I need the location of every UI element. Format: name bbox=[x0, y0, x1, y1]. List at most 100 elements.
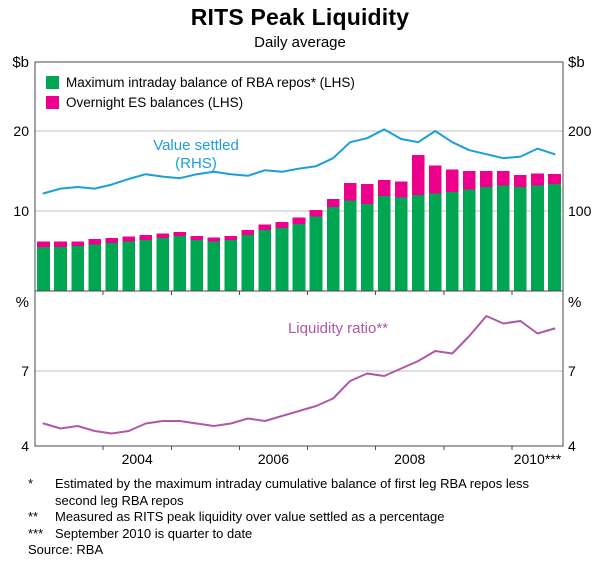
bar-es-balances bbox=[122, 236, 135, 242]
bar-repos bbox=[411, 195, 425, 291]
chart-subtitle: Daily average bbox=[254, 34, 346, 51]
bar-es-balances bbox=[156, 233, 170, 239]
top-right-axis-unit: $b bbox=[568, 54, 585, 71]
bar-repos bbox=[54, 247, 67, 291]
bottom-left-axis-unit: % bbox=[15, 294, 29, 311]
y-axis-tick-right: 4 bbox=[568, 438, 576, 454]
bar-es-balances bbox=[309, 210, 323, 217]
bar-repos bbox=[71, 246, 84, 291]
bar-repos bbox=[343, 200, 357, 291]
bar-es-balances bbox=[292, 217, 306, 224]
bar-repos bbox=[309, 216, 323, 291]
footnotes: * Estimated by the maximum intraday cumu… bbox=[28, 476, 536, 559]
y-axis-tick-right: 100 bbox=[568, 203, 592, 219]
footnote-3: *** September 2010 is quarter to date bbox=[28, 526, 536, 543]
repos-swatch bbox=[46, 75, 59, 89]
bar-repos bbox=[514, 187, 527, 291]
bar-es-balances bbox=[54, 241, 67, 247]
bar-es-balances bbox=[37, 241, 50, 247]
bar-es-balances bbox=[548, 174, 561, 184]
liquidity-ratio-annotation: Liquidity ratio** bbox=[287, 320, 389, 337]
bar-es-balances bbox=[71, 241, 84, 247]
bar-repos bbox=[480, 187, 493, 291]
bar-es-balances bbox=[139, 235, 153, 240]
x-axis-tick: 2006 bbox=[257, 451, 290, 467]
bar-repos bbox=[445, 191, 459, 291]
bar-repos bbox=[224, 239, 238, 291]
source-label: Source: RBA bbox=[28, 542, 104, 557]
bottom-right-axis-unit: % bbox=[568, 294, 582, 311]
bar-es-balances bbox=[360, 183, 374, 204]
y-axis-tick-right: 7 bbox=[568, 363, 576, 379]
bar-repos bbox=[190, 239, 204, 291]
bar-es-balances bbox=[258, 224, 272, 231]
bar-es-balances bbox=[105, 238, 118, 243]
value-settled-line bbox=[42, 128, 556, 195]
bar-es-balances bbox=[411, 155, 425, 195]
bar-es-balances bbox=[326, 199, 340, 207]
bar-repos bbox=[463, 189, 476, 291]
footnote-1-marker: * bbox=[28, 476, 34, 491]
x-axis-tick: 2008 bbox=[394, 451, 426, 467]
bar-repos bbox=[531, 185, 544, 291]
bar-repos bbox=[156, 238, 170, 291]
y-axis-tick-left: 4 bbox=[21, 438, 29, 454]
bar-repos bbox=[275, 227, 289, 291]
y-axis-tick-left: 20 bbox=[13, 123, 29, 139]
bar-repos bbox=[241, 235, 255, 291]
bar-repos bbox=[548, 183, 561, 291]
bar-repos bbox=[207, 241, 221, 291]
y-axis-tick-left: 10 bbox=[13, 203, 29, 219]
bar-repos bbox=[292, 223, 306, 291]
bar-es-balances bbox=[377, 179, 391, 196]
top-left-axis-unit: $b bbox=[12, 54, 29, 71]
footnote-1: * Estimated by the maximum intraday cumu… bbox=[28, 476, 536, 509]
value-settled-annotation: Value settled (RHS) bbox=[153, 137, 239, 172]
bar-es-balances bbox=[428, 165, 442, 194]
bar-es-balances bbox=[531, 173, 544, 186]
footnote-3-marker: *** bbox=[28, 525, 44, 541]
bar-repos bbox=[139, 239, 153, 291]
bar-es-balances bbox=[224, 235, 238, 240]
bar-es-balances bbox=[241, 230, 255, 235]
chart-frame bbox=[34, 61, 564, 447]
chart-title: RITS Peak Liquidity bbox=[190, 4, 410, 30]
bar-repos bbox=[377, 195, 391, 291]
bar-repos bbox=[497, 185, 510, 291]
footnote-2-marker: ** bbox=[28, 509, 39, 524]
bar-repos bbox=[37, 247, 50, 291]
bar-es-balances bbox=[480, 171, 493, 187]
bar-es-balances bbox=[207, 237, 221, 242]
bar-repos bbox=[105, 243, 118, 291]
liquidity-ratio-line bbox=[42, 315, 556, 435]
bar-repos bbox=[428, 193, 442, 291]
bar-repos bbox=[394, 197, 408, 291]
y-axis-tick-right: 200 bbox=[568, 123, 592, 139]
bar-repos bbox=[258, 230, 272, 291]
legend-item-repos: Maximum intraday balance of RBA repos* (… bbox=[46, 72, 355, 92]
legend-label-es-balances: Overnight ES balances (LHS) bbox=[66, 94, 244, 110]
bar-repos bbox=[88, 244, 101, 291]
y-axis-tick-left: 7 bbox=[21, 363, 29, 379]
legend: Maximum intraday balance of RBA repos* (… bbox=[46, 72, 355, 112]
bar-es-balances bbox=[88, 239, 101, 245]
footnote-2-text: Measured as RITS peak liquidity over val… bbox=[55, 509, 445, 524]
bar-es-balances bbox=[343, 183, 357, 201]
bar-es-balances bbox=[445, 169, 459, 192]
bar-es-balances bbox=[394, 181, 408, 198]
x-axis-tick: 2010*** bbox=[513, 451, 562, 467]
legend-label-repos: Maximum intraday balance of RBA repos* (… bbox=[66, 74, 355, 90]
legend-item-es-balances: Overnight ES balances (LHS) bbox=[46, 92, 355, 112]
bar-es-balances bbox=[463, 171, 476, 190]
bar-es-balances bbox=[275, 222, 289, 228]
es-balances-swatch bbox=[46, 95, 59, 109]
footnote-2: ** Measured as RITS peak liquidity over … bbox=[28, 509, 536, 526]
bar-es-balances bbox=[173, 231, 187, 236]
bar-es-balances bbox=[497, 171, 510, 186]
bar-repos bbox=[173, 235, 187, 291]
footnote-1-text: Estimated by the maximum intraday cumula… bbox=[55, 476, 529, 508]
bar-es-balances bbox=[514, 175, 527, 187]
footnote-3-text: September 2010 is quarter to date bbox=[55, 525, 253, 541]
